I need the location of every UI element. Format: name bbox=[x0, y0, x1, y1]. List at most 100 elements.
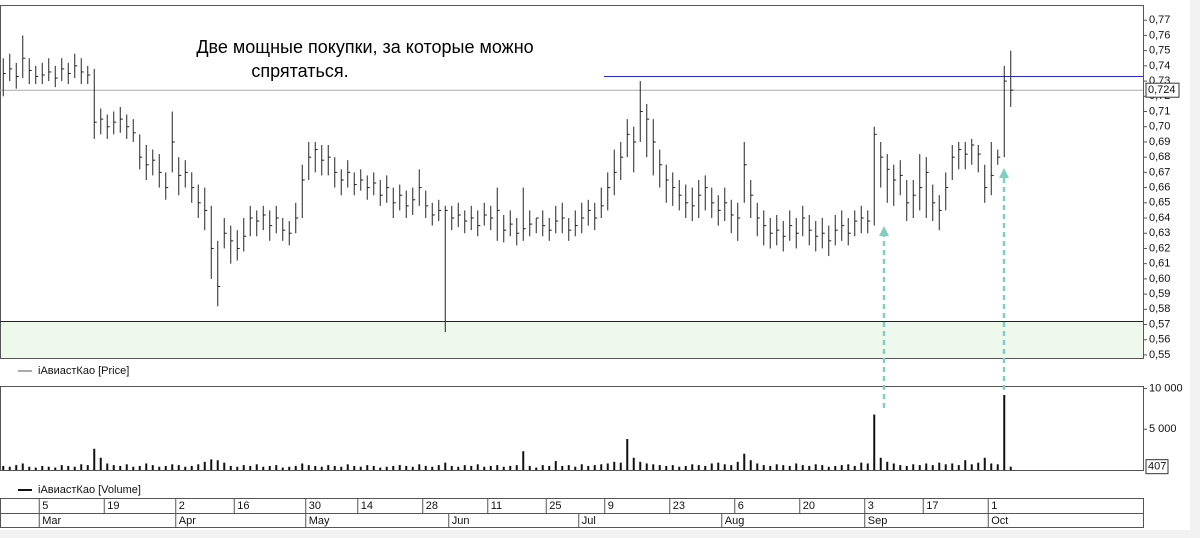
y-tick-label: 0,55 bbox=[1149, 349, 1170, 361]
last-price-box bbox=[1145, 82, 1180, 98]
volume-bar bbox=[658, 465, 661, 470]
volume-bar bbox=[548, 465, 551, 470]
volume-bar bbox=[28, 466, 31, 470]
month-label: May bbox=[309, 515, 330, 527]
volume-bar bbox=[561, 465, 564, 470]
day-label: 20 bbox=[803, 500, 815, 512]
volume-bar bbox=[463, 465, 466, 470]
annotation: Две мощные покупки, за которые можно bbox=[196, 37, 533, 57]
volume-bar bbox=[242, 465, 245, 470]
volume-bar bbox=[678, 466, 681, 470]
month-label: Sep bbox=[868, 515, 888, 527]
volume-bar bbox=[80, 464, 83, 470]
volume-bar bbox=[288, 466, 291, 470]
volume-bar bbox=[229, 465, 232, 470]
y-tick-label: 0,76 bbox=[1149, 29, 1170, 41]
month-label: Jun bbox=[452, 515, 470, 527]
day-label: 6 bbox=[738, 500, 744, 512]
volume-bar bbox=[372, 465, 375, 470]
day-label: 1 bbox=[991, 500, 997, 512]
y-tick-label: 0,77 bbox=[1149, 14, 1170, 26]
last-price-label: 0,724 bbox=[1148, 84, 1176, 96]
month-label: Apr bbox=[179, 515, 196, 527]
volume-bar bbox=[359, 466, 362, 470]
volume-bar bbox=[197, 464, 200, 470]
day-label: 5 bbox=[42, 500, 48, 512]
volume-bar bbox=[47, 466, 50, 470]
day-label: 2 bbox=[179, 500, 185, 512]
volume-bar bbox=[613, 461, 616, 470]
volume-bar bbox=[171, 464, 174, 470]
volume-bar bbox=[756, 463, 759, 470]
volume-bar bbox=[840, 465, 843, 470]
volume-bar bbox=[821, 465, 824, 470]
zone-layer bbox=[1, 321, 1143, 358]
annotation: спрятаться. bbox=[251, 61, 348, 81]
h-scrollbar[interactable] bbox=[0, 530, 1190, 538]
volume-bar bbox=[301, 463, 304, 470]
volume-bar bbox=[866, 463, 869, 470]
y-tick-label: 0,57 bbox=[1149, 318, 1170, 330]
volume-bar bbox=[665, 465, 668, 470]
volume-bar bbox=[990, 463, 993, 470]
volume-bar bbox=[743, 453, 746, 470]
volume-bar bbox=[294, 465, 297, 470]
volume-bar bbox=[190, 465, 193, 470]
volume-bar bbox=[366, 465, 369, 470]
volume-bar bbox=[145, 463, 148, 470]
y-tick-label: 0,69 bbox=[1149, 136, 1170, 148]
volume-bar bbox=[483, 466, 486, 470]
arrow-head bbox=[879, 226, 889, 236]
volume-bar bbox=[697, 465, 700, 470]
volume-bar bbox=[411, 466, 414, 470]
volume-bar bbox=[21, 463, 24, 470]
volume-bar bbox=[951, 463, 954, 470]
day-label: 17 bbox=[926, 500, 938, 512]
volume-bar bbox=[522, 451, 525, 470]
y-tick-label: 0,66 bbox=[1149, 181, 1170, 193]
volume-bar bbox=[470, 465, 473, 470]
volume-bar bbox=[398, 465, 401, 470]
volume-bar bbox=[912, 464, 915, 470]
volume-bar bbox=[262, 466, 265, 470]
month-label: Oct bbox=[991, 515, 1008, 527]
volume-bar bbox=[983, 457, 986, 470]
volume-bar bbox=[996, 464, 999, 470]
volume-bar bbox=[444, 462, 447, 470]
volume-bar bbox=[905, 465, 908, 470]
volume-bar bbox=[34, 467, 37, 470]
legend-label: iАвиастКао [Price] bbox=[38, 365, 129, 377]
volume-bar bbox=[762, 465, 765, 470]
y-tick-label: 0,61 bbox=[1149, 258, 1170, 270]
volume-bar bbox=[671, 465, 674, 470]
volume-bar bbox=[704, 465, 707, 470]
volume-bar bbox=[853, 465, 856, 470]
y-tick-label: 0,70 bbox=[1149, 121, 1170, 133]
volume-bar bbox=[216, 460, 219, 470]
volume-bar bbox=[554, 461, 557, 470]
volume-bar bbox=[431, 466, 434, 470]
volume-bar bbox=[164, 465, 167, 470]
y-tick-label: 10 000 bbox=[1149, 382, 1183, 394]
volume-bar bbox=[957, 465, 960, 470]
volume-bar bbox=[418, 464, 421, 470]
y-tick-label: 0,74 bbox=[1149, 60, 1170, 72]
day-label: 9 bbox=[608, 500, 614, 512]
volume-bar bbox=[405, 465, 408, 470]
volume-bar bbox=[112, 465, 115, 470]
volume-bar bbox=[626, 439, 629, 470]
volume-bar bbox=[151, 465, 154, 470]
volume-bar bbox=[379, 467, 382, 470]
volume-bar bbox=[730, 465, 733, 470]
volume-bar bbox=[8, 466, 11, 470]
y-tick-label: 5 000 bbox=[1149, 423, 1177, 435]
scrollbar[interactable] bbox=[1190, 0, 1200, 538]
price-panel bbox=[0, 5, 1144, 359]
volume-bar bbox=[808, 465, 811, 470]
volume-bar bbox=[385, 466, 388, 470]
volume-bar bbox=[132, 466, 135, 470]
volume-bar bbox=[925, 463, 928, 470]
volume-bar bbox=[119, 465, 122, 470]
